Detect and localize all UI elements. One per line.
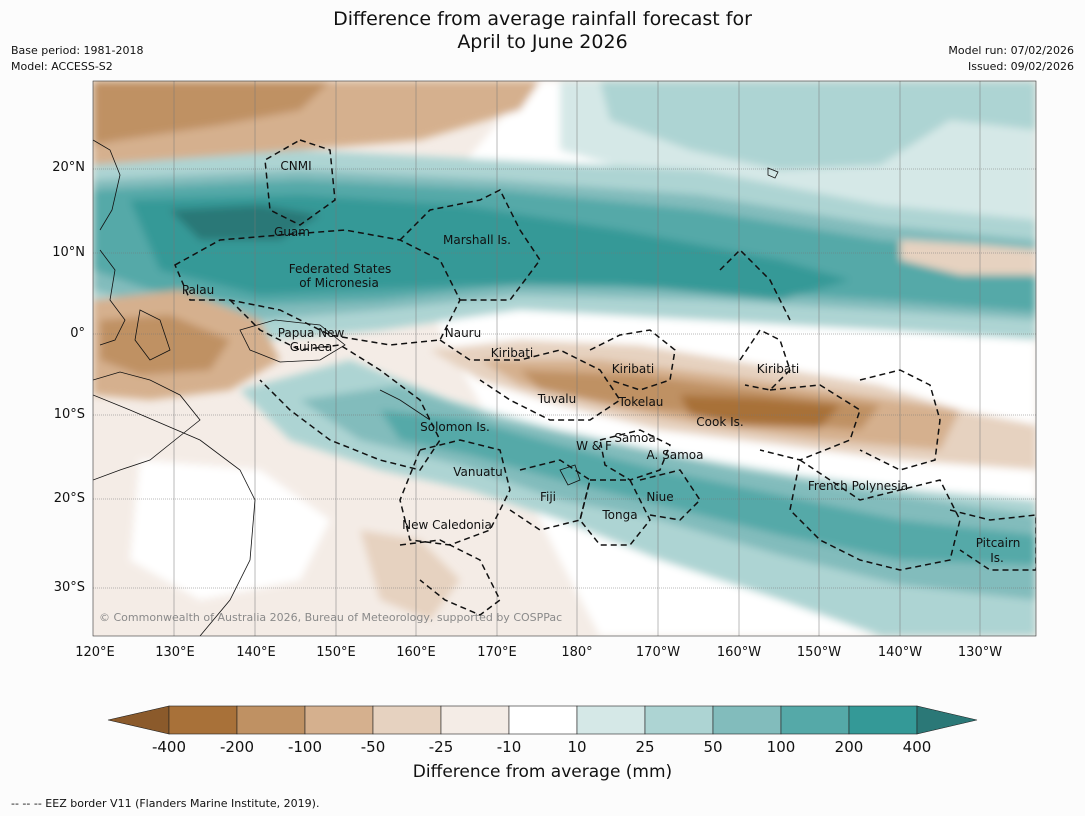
map-frame bbox=[92, 80, 1037, 637]
lon-tick-140w: 140°W bbox=[877, 645, 923, 660]
coastlines bbox=[93, 139, 779, 636]
label-samoa: Samoa bbox=[614, 431, 655, 445]
label-kiribati-w: Kiribati bbox=[491, 346, 533, 360]
model-name: Model: ACCESS-S2 bbox=[11, 60, 113, 73]
label-nauru: Nauru bbox=[445, 326, 481, 340]
cb-label-6: 10 bbox=[567, 738, 587, 756]
lat-tick-20s: 20°S bbox=[53, 491, 85, 506]
label-asamoa: A. Samoa bbox=[647, 448, 704, 462]
colorbar-segment bbox=[440, 705, 510, 735]
lat-tick-30s: 30°S bbox=[53, 580, 85, 595]
cb-label-4: -25 bbox=[428, 738, 454, 756]
label-fiji: Fiji bbox=[540, 490, 556, 504]
label-vanuatu: Vanuatu bbox=[453, 465, 503, 479]
title-line-1: Difference from average rainfall forecas… bbox=[333, 8, 752, 30]
lon-tick-160w: 160°W bbox=[716, 645, 762, 660]
lon-tick-180: 180° bbox=[561, 645, 593, 660]
copyright-text: © Commonwealth of Australia 2026, Bureau… bbox=[99, 611, 562, 624]
label-french-polynesia: French Polynesia bbox=[808, 479, 908, 493]
lon-tick-140e: 140°E bbox=[236, 645, 276, 660]
footnote: -- -- -- EEZ border V11 (Flanders Marine… bbox=[11, 797, 320, 810]
colorbar-extend-low bbox=[107, 705, 170, 735]
colorbar-segment bbox=[712, 705, 782, 735]
label-guam: Guam bbox=[274, 225, 310, 239]
cb-label-2: -100 bbox=[287, 738, 323, 756]
lat-tick-20n: 20°N bbox=[52, 160, 85, 175]
label-tuvalu: Tuvalu bbox=[537, 392, 577, 406]
issued-date: Issued: 09/02/2026 bbox=[967, 60, 1074, 73]
rainfall-field bbox=[93, 81, 1036, 636]
colorbar-segment bbox=[780, 705, 850, 735]
region-labels: CNMI Guam Marshall Is. Federated States … bbox=[182, 159, 1020, 565]
label-kiribati-e: Kiribati bbox=[757, 362, 799, 376]
colorbar-extend-high bbox=[916, 705, 978, 735]
label-fsm-2: of Micronesia bbox=[299, 276, 379, 290]
label-tonga: Tonga bbox=[601, 508, 637, 522]
cb-label-0: -400 bbox=[151, 738, 187, 756]
label-pitcairn-2: Is. bbox=[990, 551, 1004, 565]
lat-tick-10n: 10°N bbox=[52, 245, 85, 260]
label-png-2: Guinea bbox=[290, 340, 333, 354]
chart-title: Difference from average rainfall forecas… bbox=[0, 8, 1085, 54]
label-wf: W & F bbox=[576, 439, 612, 453]
label-cook: Cook Is. bbox=[696, 415, 743, 429]
label-cnmi: CNMI bbox=[280, 159, 311, 173]
cb-label-8: 50 bbox=[703, 738, 723, 756]
meta-right: Model run: 07/02/2026 Issued: 09/02/2026 bbox=[948, 43, 1074, 75]
label-palau: Palau bbox=[182, 283, 214, 297]
colorbar-segment bbox=[848, 705, 918, 735]
cb-label-11: 400 bbox=[902, 738, 932, 756]
lon-tick-150e: 150°E bbox=[316, 645, 356, 660]
meta-left: Base period: 1981-2018 Model: ACCESS-S2 bbox=[11, 43, 143, 75]
eez-borders bbox=[174, 139, 1036, 616]
colorbar-segment bbox=[304, 705, 374, 735]
lon-tick-130e: 130°E bbox=[155, 645, 195, 660]
label-solomon: Solomon Is. bbox=[420, 420, 490, 434]
cb-label-10: 200 bbox=[834, 738, 864, 756]
base-period: Base period: 1981-2018 bbox=[11, 44, 144, 57]
label-tokelau: Tokelau bbox=[618, 395, 664, 409]
lon-tick-160e: 160°E bbox=[396, 645, 436, 660]
colorbar-segment bbox=[236, 705, 306, 735]
cb-label-3: -50 bbox=[360, 738, 386, 756]
model-run: Model run: 07/02/2026 bbox=[948, 44, 1074, 57]
label-png-1: Papua New bbox=[278, 326, 345, 340]
colorbar-segment bbox=[644, 705, 714, 735]
colorbar bbox=[107, 705, 978, 735]
colorbar-segment bbox=[576, 705, 646, 735]
label-kiribati-c: Kiribati bbox=[612, 362, 654, 376]
label-niue: Niue bbox=[646, 490, 673, 504]
lon-tick-170w: 170°W bbox=[635, 645, 681, 660]
colorbar-segment bbox=[508, 705, 578, 735]
colorbar-title: Difference from average (mm) bbox=[412, 762, 673, 782]
graticule bbox=[93, 81, 1036, 636]
colorbar-segment bbox=[168, 705, 238, 735]
label-pitcairn-1: Pitcairn bbox=[976, 536, 1021, 550]
lon-tick-170e: 170°E bbox=[477, 645, 517, 660]
lat-tick-10s: 10°S bbox=[53, 407, 85, 422]
cb-label-1: -200 bbox=[219, 738, 255, 756]
lat-tick-0: 0° bbox=[70, 326, 85, 341]
lon-tick-150w: 150°W bbox=[796, 645, 842, 660]
cb-label-5: -10 bbox=[496, 738, 522, 756]
lon-tick-130w: 130°W bbox=[957, 645, 1003, 660]
lon-tick-120e: 120°E bbox=[75, 645, 115, 660]
cb-label-9: 100 bbox=[766, 738, 796, 756]
title-line-2: April to June 2026 bbox=[457, 31, 628, 53]
label-fsm-1: Federated States bbox=[289, 262, 391, 276]
cb-label-7: 25 bbox=[635, 738, 655, 756]
colorbar-segment bbox=[372, 705, 442, 735]
label-marshall: Marshall Is. bbox=[443, 233, 511, 247]
label-new-caledonia: New Caledonia bbox=[402, 518, 492, 532]
